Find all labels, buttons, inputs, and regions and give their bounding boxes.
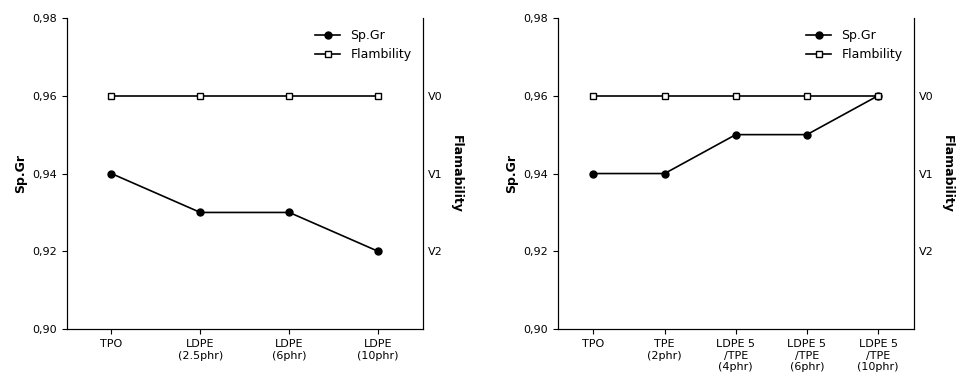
Sp.Gr [195, 210, 206, 215]
Flambility [106, 93, 117, 98]
Flambility [195, 93, 206, 98]
Legend: Sp.Gr, Flambility: Sp.Gr, Flambility [311, 24, 416, 66]
Sp.Gr [284, 210, 295, 215]
Sp.Gr [588, 171, 599, 176]
Line: Sp.Gr: Sp.Gr [590, 92, 882, 177]
Sp.Gr [802, 132, 813, 137]
Sp.Gr [659, 171, 671, 176]
Y-axis label: Flamability: Flamability [941, 135, 954, 212]
Sp.Gr [872, 93, 884, 98]
Y-axis label: Sp.Gr: Sp.Gr [505, 154, 518, 193]
Y-axis label: Flamability: Flamability [450, 135, 463, 212]
Legend: Sp.Gr, Flambility: Sp.Gr, Flambility [802, 24, 907, 66]
Flambility [284, 93, 295, 98]
Flambility [872, 93, 884, 98]
Flambility [730, 93, 741, 98]
Sp.Gr [730, 132, 741, 137]
Line: Sp.Gr: Sp.Gr [107, 170, 381, 255]
Line: Flambility: Flambility [107, 92, 381, 99]
Flambility [802, 93, 813, 98]
Flambility [588, 93, 599, 98]
Sp.Gr [373, 249, 384, 254]
Flambility [373, 93, 384, 98]
Y-axis label: Sp.Gr: Sp.Gr [14, 154, 27, 193]
Flambility [659, 93, 671, 98]
Sp.Gr [106, 171, 117, 176]
Line: Flambility: Flambility [590, 92, 882, 99]
